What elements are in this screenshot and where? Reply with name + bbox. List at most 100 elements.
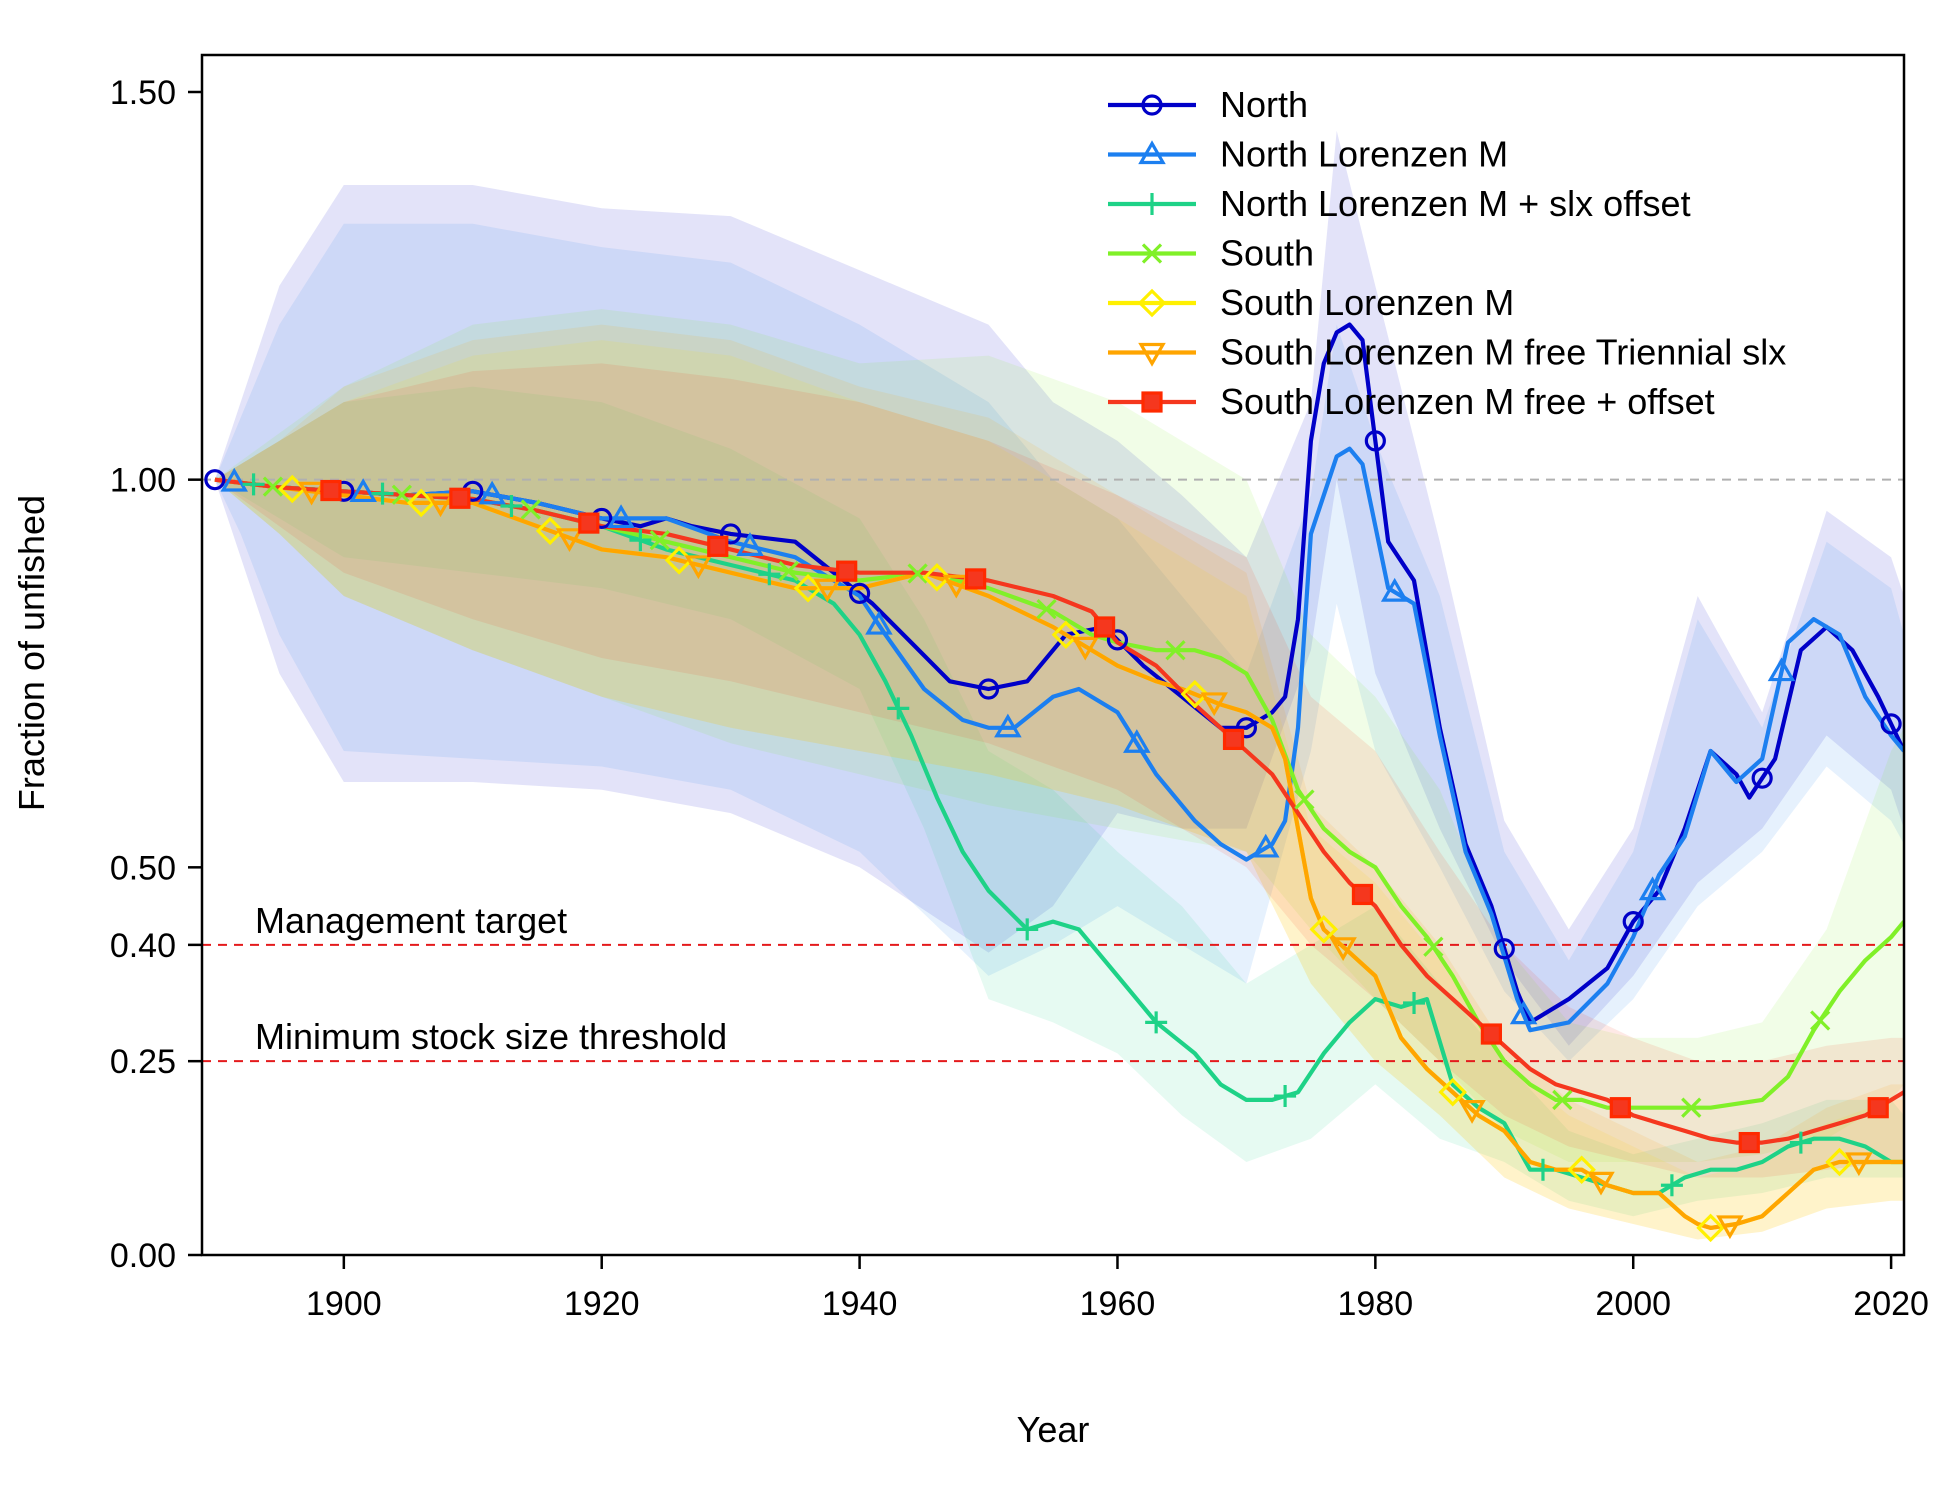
- point-marker: [520, 499, 541, 520]
- point-marker: [1106, 629, 1129, 651]
- legend-item-north-lorenzen-m: North Lorenzen M: [1108, 134, 1508, 175]
- legend-marker: [1141, 193, 1163, 215]
- legend-marker: [1141, 391, 1163, 413]
- x-tick-label: 1900: [306, 1285, 382, 1323]
- point-marker: [578, 512, 600, 534]
- point-marker: [1093, 616, 1116, 638]
- point-marker: [478, 480, 506, 505]
- series-line-north-lorenzen-m-slx-offset: [214, 477, 1904, 1196]
- x-tick-label: 2020: [1853, 1285, 1929, 1323]
- point-marker: [684, 555, 713, 580]
- y-tick-label: 0.50: [110, 849, 176, 887]
- legend-marker: [1141, 94, 1163, 116]
- legend-marker: [1138, 140, 1166, 165]
- x-tick-label: 1940: [822, 1285, 898, 1323]
- point-marker: [449, 487, 471, 509]
- confidence-bands: [214, 130, 1904, 1240]
- point-marker: [1364, 430, 1386, 452]
- point-marker: [262, 476, 284, 497]
- point-marker: [1200, 692, 1228, 717]
- point-marker: [297, 481, 326, 506]
- series-line-south-lorenzen-m-free-offset: [214, 477, 1904, 1145]
- point-marker: [922, 563, 952, 592]
- point-marker: [1810, 1010, 1831, 1031]
- x-axis: 1900 1920 1940 1960 1980 2000 2020: [306, 1255, 1929, 1323]
- point-marker: [1880, 713, 1902, 735]
- point-marker: [907, 563, 928, 584]
- legend-item-south-lorenzen-m-free-offset: South Lorenzen M free + offset: [1108, 381, 1715, 422]
- point-marker: [720, 523, 742, 545]
- legend-label: South Lorenzen M free + offset: [1220, 381, 1715, 422]
- series-line-south-lorenzen-m-free-triennial-slx: [214, 477, 1904, 1230]
- point-marker: [1251, 833, 1280, 858]
- point-marker: [242, 473, 265, 496]
- point-marker: [391, 484, 412, 505]
- y-tick-label: 0.25: [110, 1043, 176, 1081]
- point-marker: [977, 678, 1000, 700]
- point-marker: [793, 573, 823, 603]
- point-marker: [1458, 1100, 1486, 1124]
- legend-item-south-lorenzen-m-free-triennial-slx: South Lorenzen M free Triennial slx: [1108, 332, 1786, 373]
- point-marker: [1351, 883, 1374, 906]
- interval-band-south: [214, 309, 1904, 1163]
- point-marker: [1825, 1147, 1854, 1177]
- series-markers: [204, 430, 1902, 1243]
- legend-item-south: South: [1108, 233, 1314, 274]
- legend-item-north-lorenzen-m-slx-offset: North Lorenzen M + slx offset: [1108, 183, 1691, 224]
- point-marker: [1867, 1097, 1889, 1119]
- point-marker: [1180, 679, 1210, 709]
- series-lines: [214, 322, 1904, 1230]
- point-marker: [1531, 1158, 1554, 1181]
- point-marker: [1294, 789, 1315, 810]
- point-marker: [836, 560, 858, 582]
- reference-lines: [202, 478, 1904, 1063]
- point-marker: [204, 469, 226, 491]
- point-marker: [848, 582, 871, 604]
- point-marker: [778, 561, 799, 582]
- point-marker: [1309, 915, 1339, 944]
- point-marker: [349, 478, 377, 503]
- point-marker: [1638, 876, 1667, 901]
- markers-north-lorenzen-m-slx-offset: [242, 473, 1812, 1197]
- legend-label: South Lorenzen M free Triennial slx: [1220, 332, 1786, 373]
- markers-south-lorenzen-m-free-triennial-slx: [297, 481, 1873, 1240]
- legend-label: North Lorenzen M: [1220, 134, 1508, 175]
- point-marker: [1567, 1155, 1596, 1184]
- point-marker: [1071, 636, 1100, 661]
- point-marker: [629, 529, 652, 552]
- legend-marker: [1141, 243, 1163, 264]
- y-tick-label: 0.40: [110, 927, 176, 965]
- y-axis-label: Fraction of unfished: [11, 495, 52, 811]
- y-tick-label: 0.00: [110, 1237, 176, 1275]
- legend-item-south-lorenzen-m: South Lorenzen M: [1108, 282, 1514, 323]
- markers-south-lorenzen-m-free-offset: [320, 479, 1889, 1154]
- point-marker: [1660, 1174, 1683, 1197]
- y-tick-label: 1.50: [110, 74, 176, 112]
- legend-label: South Lorenzen M: [1220, 282, 1514, 323]
- point-marker: [220, 467, 249, 492]
- point-marker: [607, 504, 635, 529]
- point-marker: [887, 697, 910, 720]
- interval-band-south-lorenzen-m: [214, 340, 1904, 1240]
- point-marker: [371, 482, 394, 505]
- point-marker: [865, 610, 893, 635]
- point-marker: [1696, 1213, 1725, 1243]
- x-tick-label: 1920: [564, 1285, 640, 1323]
- markers-south-lorenzen-m: [277, 474, 1854, 1243]
- point-marker: [1123, 729, 1151, 753]
- point-marker: [1622, 911, 1644, 933]
- point-marker: [555, 528, 584, 553]
- point-marker: [1380, 577, 1409, 602]
- point-marker: [758, 563, 781, 586]
- y-tick-label: 1.00: [110, 462, 176, 500]
- point-marker: [1051, 620, 1081, 649]
- point-marker: [1036, 599, 1057, 620]
- point-marker: [1329, 937, 1357, 961]
- point-marker: [1438, 1077, 1467, 1107]
- point-marker: [1222, 728, 1245, 751]
- series-line-north-lorenzen-m: [214, 446, 1904, 1033]
- point-marker: [500, 495, 523, 518]
- series-line-south: [214, 477, 1904, 1110]
- legend-marker: [1138, 342, 1166, 367]
